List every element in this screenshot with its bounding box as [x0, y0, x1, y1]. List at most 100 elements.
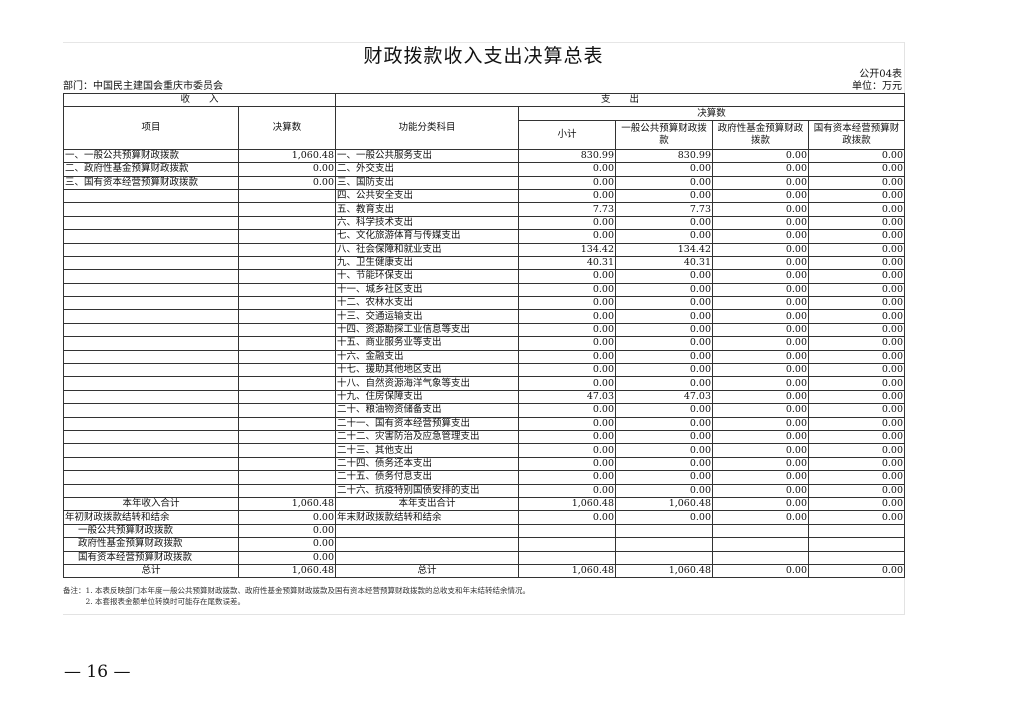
gov-fund-cell: 0.00: [712, 563, 810, 579]
subtotal-cell: [518, 537, 617, 552]
state-capital-cell: 0.00: [808, 255, 906, 271]
subtotal-cell: 0.00: [518, 309, 617, 324]
summary-row: 年初财政拨款结转和结余 0.00 年末财政拨款结转和结余 0.00 0.00 0.00 0.…: [63, 510, 906, 525]
gov-fund-cell: 0.00: [712, 389, 810, 405]
gov-fund-cell: 0.00: [712, 282, 810, 298]
general-cell: 0.00: [615, 162, 714, 177]
income-amount-cell: [237, 255, 337, 271]
income-item-cell: [63, 269, 239, 284]
income-item-cell: [63, 429, 239, 445]
summary-row: 国有资本经营预算财政拨款 0.00: [63, 550, 906, 565]
gov-fund-cell: [712, 537, 810, 552]
income-amount-cell: [237, 282, 337, 298]
form-code: 公开04表: [859, 69, 902, 80]
state-capital-cell: 0.00: [808, 389, 906, 405]
function-item-cell: [335, 537, 520, 552]
income-item-cell: [63, 376, 239, 391]
subtotal-cell: 830.99: [518, 148, 617, 164]
note-1: 备注：1. 本表反映部门本年度一般公共预算财政拨款、政府性基金预算财政拨款及国有…: [63, 586, 531, 596]
income-amount-cell: [237, 483, 337, 498]
subtotal-cell: [518, 523, 617, 539]
gov-fund-cell: [712, 523, 810, 539]
table-row: 十九、住房保障支出 47.03 47.03 0.00 0.00: [63, 389, 906, 405]
gov-fund-cell: 0.00: [712, 309, 810, 324]
general-cell: 830.99: [615, 148, 714, 164]
table-row: 十三、交通运输支出 0.00 0.00 0.00 0.00: [63, 309, 906, 324]
general-cell: 0.00: [615, 443, 714, 458]
state-capital-cell: 0.00: [808, 363, 906, 378]
table-row: 八、社会保障和就业支出 134.42 134.42 0.00 0.00: [63, 242, 906, 257]
subtotal-cell: 7.73: [518, 202, 617, 217]
gov-fund-cell: 0.00: [712, 229, 810, 244]
general-cell: 0.00: [615, 296, 714, 311]
gov-fund-cell: 0.00: [712, 470, 810, 485]
subtotal-cell: 0.00: [518, 282, 617, 298]
table-row: 十一、城乡社区支出 0.00 0.00 0.00 0.00: [63, 282, 906, 298]
subtotal-cell: 0.00: [518, 403, 617, 418]
general-cell: 0.00: [615, 349, 714, 365]
subtotal-cell: 0.00: [518, 429, 617, 445]
table-row: 二十六、抗疫特别国债安排的支出 0.00 0.00 0.00 0.00: [63, 483, 906, 498]
department-row: 部门：中国民主建国会重庆市委员会 单位：万元: [63, 81, 904, 93]
income-item-cell: [63, 483, 239, 498]
function-item-cell: 一、一般公共服务支出: [335, 148, 520, 164]
function-item-cell: 十六、金融支出: [335, 349, 520, 365]
function-item-cell: 二十五、债务付息支出: [335, 470, 520, 485]
state-capital-cell: 0.00: [808, 443, 906, 458]
function-item-cell: 十三、交通运输支出: [335, 309, 520, 324]
general-cell: [615, 523, 714, 539]
general-cell: 0.00: [615, 456, 714, 472]
general-cell: 0.00: [615, 510, 714, 525]
income-item-cell: [63, 296, 239, 311]
subtotal-cell: 1,060.48: [518, 563, 617, 579]
state-capital-cell: 0.00: [808, 148, 906, 164]
state-capital-cell: [808, 550, 906, 565]
function-item-cell: 年末财政拨款结转和结余: [335, 510, 520, 525]
income-amount-cell: [237, 349, 337, 365]
state-capital-cell: 0.00: [808, 162, 906, 177]
gov-fund-cell: 0.00: [712, 242, 810, 257]
function-item-cell: 二十、粮油物资储备支出: [335, 403, 520, 418]
table-row: 三、国有资本经营预算财政拨款 0.00 三、国防支出 0.00 0.00 0.00 0.00: [63, 175, 906, 190]
gov-fund-cell: 0.00: [712, 349, 810, 365]
gov-fund-cell: 0.00: [712, 456, 810, 472]
general-cell: 0.00: [615, 229, 714, 244]
income-item-cell: [63, 282, 239, 298]
function-item-cell: 十一、城乡社区支出: [335, 282, 520, 298]
income-item-cell: 年初财政拨款结转和结余: [63, 510, 239, 525]
gov-fund-cell: 0.00: [712, 269, 810, 284]
subtotal-cell: 0.00: [518, 336, 617, 351]
state-capital-cell: 0.00: [808, 242, 906, 257]
function-item-cell: 六、科学技术支出: [335, 215, 520, 231]
subtotal-cell: 0.00: [518, 510, 617, 525]
income-item-cell: [63, 416, 239, 431]
income-item-cell: 总计: [63, 563, 239, 579]
income-item-cell: [63, 229, 239, 244]
table-row: 二十四、债务还本支出 0.00 0.00 0.00 0.00: [63, 456, 906, 472]
state-capital-cell: 0.00: [808, 269, 906, 284]
subtotal-cell: 0.00: [518, 229, 617, 244]
general-cell: 47.03: [615, 389, 714, 405]
state-capital-cell: 0.00: [808, 510, 906, 525]
function-item-cell: 二、外交支出: [335, 162, 520, 177]
state-capital-cell: 0.00: [808, 309, 906, 324]
summary-row: 政府性基金预算财政拨款 0.00: [63, 537, 906, 552]
income-item-cell: [63, 242, 239, 257]
subtotal-cell: 0.00: [518, 416, 617, 431]
subtotal-cell: 40.31: [518, 255, 617, 271]
gov-fund-cell: 0.00: [712, 403, 810, 418]
function-item-cell: 十二、农林水支出: [335, 296, 520, 311]
subtotal-cell: [518, 550, 617, 565]
income-item-cell: [63, 322, 239, 338]
state-capital-cell: 0.00: [808, 376, 906, 391]
subtotal-cell: 0.00: [518, 456, 617, 472]
table-row: 十六、金融支出 0.00 0.00 0.00 0.00: [63, 349, 906, 365]
summary-row: 总计 1,060.48 总计 1,060.48 1,060.48 0.00 0.00: [63, 563, 906, 579]
gov-fund-header: 政府性基金预算财政拨款: [712, 119, 810, 150]
income-item-cell: [63, 202, 239, 217]
subtotal-cell: 0.00: [518, 296, 617, 311]
income-amount-cell: 0.00: [237, 537, 337, 552]
gov-fund-cell: 0.00: [712, 322, 810, 338]
income-amount-cell: 0.00: [237, 550, 337, 565]
subtotal-cell: 0.00: [518, 175, 617, 190]
